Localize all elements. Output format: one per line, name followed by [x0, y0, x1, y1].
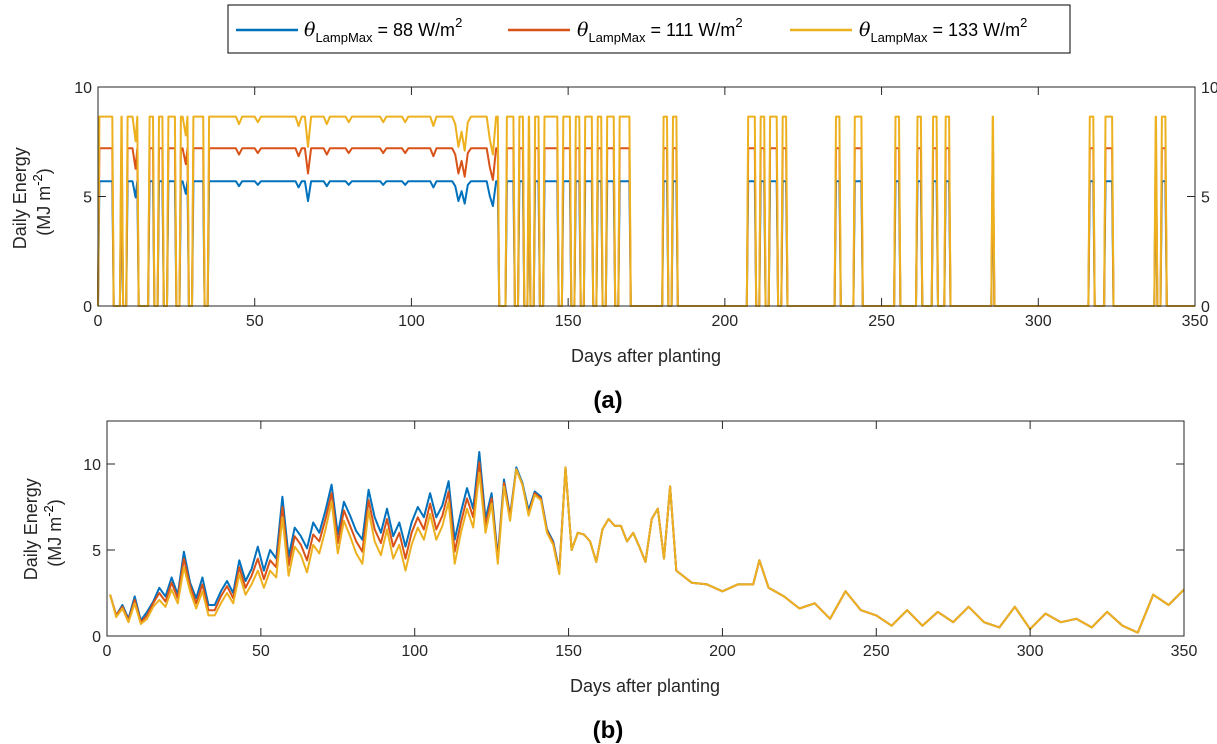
panel-a-axes-box [97, 86, 1196, 307]
svg-text:θLampMax = 88 W/m2: θLampMax = 88 W/m2 [304, 15, 462, 45]
panel-b-xtick-label-5: 250 [863, 643, 890, 660]
panel-b-ytick-label-0: 0 [92, 629, 101, 646]
panel-a-xtick-label-1: 50 [246, 313, 264, 330]
panel-b-ylabel: Daily Energy (MJ m-2) [21, 474, 65, 581]
panel-a-label: (a) [593, 387, 622, 414]
panel-a-series-line-2 [97, 147, 1195, 307]
panel-b-ylabel-sup: -2 [41, 505, 56, 517]
legend-value-2: = 111 W/m [646, 20, 736, 40]
panel-b-xtick-label-1: 50 [252, 643, 270, 660]
legend-symbol-3: θ [859, 19, 871, 41]
panel-b-xlabel: Days after planting [570, 676, 720, 696]
legend-entry-3: θLampMax = 133 W/m2 [790, 15, 1027, 45]
legend-value-3: = 133 W/m [928, 20, 1021, 40]
panel-b-ylabel-line2: (MJ m [45, 517, 65, 567]
panel-a-xtick-label-0: 0 [94, 313, 103, 330]
panel-b-series-line-1 [109, 451, 1185, 634]
panel-b-series [109, 451, 1185, 634]
legend-subscript-3: LampMax [870, 30, 928, 45]
panel-b-ytick-label-2: 10 [83, 457, 101, 474]
panel-a-ytick-label-0: 0 [83, 299, 92, 316]
panel-a-ylabel-sup: -2 [30, 174, 45, 186]
panel-a-xtick-label-2: 100 [398, 313, 425, 330]
panel-a-xtick-label-4: 200 [712, 313, 739, 330]
legend-symbol-1: θ [304, 19, 316, 41]
panel-a-ytick-label-1: 5 [83, 190, 92, 207]
legend-entry-1: θLampMax = 88 W/m2 [236, 15, 462, 45]
legend-subscript-1: LampMax [315, 30, 373, 45]
panel-a-xtick-label-6: 300 [1025, 313, 1052, 330]
panel-a-ylabel-line1: Daily Energy [10, 147, 30, 249]
panel-a-xtick-label-7: 350 [1182, 313, 1209, 330]
panel-b-xtick-label-7: 350 [1171, 643, 1198, 660]
panel-b-xtick-label-3: 150 [555, 643, 582, 660]
panel-b-series-line-3 [109, 466, 1185, 634]
svg-text:θLampMax = 111 W/m2: θLampMax = 111 W/m2 [577, 15, 743, 45]
panel-b-xtick-label-2: 100 [401, 643, 428, 660]
panel-b-ylabel-line1: Daily Energy [21, 478, 41, 580]
panel-b: 0 50 100 150 200 250 300 350 0 5 10 Days after pla… [21, 420, 1197, 744]
panel-b-axes-box [106, 420, 1185, 637]
panel-a-ytick-label-right-0: 0 [1201, 299, 1210, 316]
panel-a-series [97, 115, 1195, 307]
panel-b-xtick-label-0: 0 [103, 643, 112, 660]
panel-a-ytick-label-right-1: 5 [1201, 190, 1210, 207]
legend-sup-3: 2 [1020, 15, 1027, 30]
panel-b-xtick-label-4: 200 [709, 643, 736, 660]
panel-a-ylabel: Daily Energy (MJ m-2) [10, 143, 54, 250]
legend-subscript-2: LampMax [588, 30, 646, 45]
legend-sup-1: 2 [455, 15, 462, 30]
panel-a-xtick-label-3: 150 [555, 313, 582, 330]
panel-a-ylabel-close: ) [34, 168, 54, 174]
panel-a-xlabel: Days after planting [571, 346, 721, 366]
panel-a-series-line-1 [97, 180, 1195, 307]
legend-symbol-2: θ [577, 19, 589, 41]
panel-b-xtick-label-6: 300 [1017, 643, 1044, 660]
panel-b-ticks: 0 50 100 150 200 250 300 350 0 5 10 [83, 421, 1197, 660]
panel-a-ytick-label-2: 10 [74, 80, 92, 97]
svg-text:θLampMax = 133 W/m2: θLampMax = 133 W/m2 [859, 15, 1027, 45]
legend: θLampMax = 88 W/m2 θLampMax = 111 W/m2 θ… [227, 4, 1071, 54]
panel-a-xtick-label-5: 250 [868, 313, 895, 330]
panel-b-ylabel-close: ) [45, 499, 65, 505]
legend-box [227, 4, 1071, 54]
panel-b-label: (b) [593, 717, 624, 744]
panel-a-series-line-3 [97, 115, 1195, 307]
panel-a-ytick-label-right-2: 10 [1201, 80, 1217, 97]
legend-value-1: = 88 W/m [373, 20, 456, 40]
panel-b-ytick-label-1: 5 [92, 543, 101, 560]
panel-a-ylabel-line2: (MJ m [34, 186, 54, 236]
legend-sup-2: 2 [735, 15, 742, 30]
legend-entry-2: θLampMax = 111 W/m2 [508, 15, 743, 45]
